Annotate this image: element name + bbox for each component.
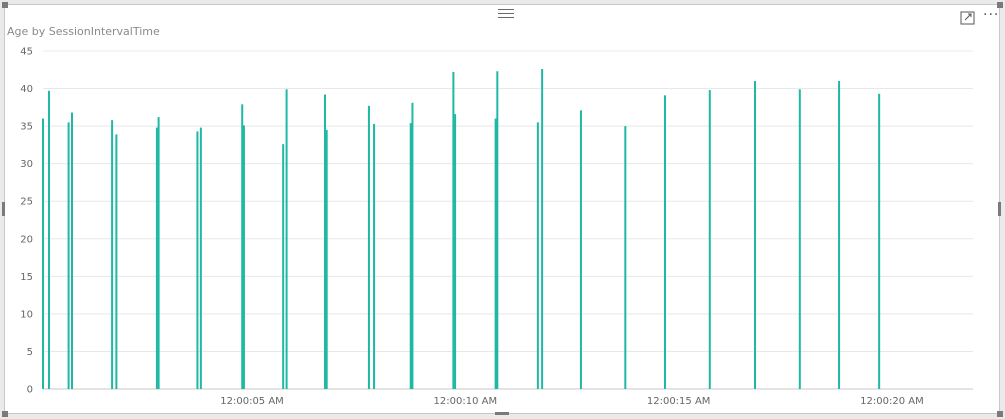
y-tick-label: 25 <box>20 197 33 208</box>
y-tick-label: 45 <box>20 47 33 58</box>
bar[interactable] <box>323 94 326 389</box>
bar[interactable] <box>115 134 118 389</box>
x-tick-label: 12:00:15 AM <box>647 396 711 407</box>
y-tick-label: 0 <box>27 385 33 396</box>
bar[interactable] <box>373 123 376 390</box>
bar[interactable] <box>624 126 627 390</box>
bar[interactable] <box>155 127 158 390</box>
bar[interactable] <box>411 102 414 389</box>
bar[interactable] <box>196 131 199 389</box>
resize-handle-bottom[interactable] <box>495 412 509 415</box>
bars <box>42 69 881 390</box>
drag-handle-icon[interactable] <box>498 9 514 19</box>
x-tick-label: 12:00:20 AM <box>860 396 924 407</box>
bar[interactable] <box>409 123 412 390</box>
resize-handle-top-right[interactable] <box>997 2 1003 8</box>
bar[interactable] <box>241 104 244 389</box>
bar[interactable] <box>452 72 455 389</box>
y-tick-label: 15 <box>20 272 33 283</box>
chart: Age by SessionIntervalTime 0 5 10 15 20 25 30 3… <box>7 25 973 407</box>
bar[interactable] <box>367 105 370 389</box>
bar[interactable] <box>754 81 756 389</box>
bar[interactable] <box>325 129 328 389</box>
resize-handle-right[interactable] <box>998 202 1001 216</box>
more-options-icon[interactable]: ··· <box>983 7 1000 23</box>
y-tick-label: 10 <box>20 309 33 320</box>
bar[interactable] <box>199 127 202 390</box>
x-tick-label: 12:00:05 AM <box>220 396 284 407</box>
focus-mode-icon-graphic <box>960 11 975 25</box>
bar[interactable] <box>878 93 881 389</box>
resize-handle-left[interactable] <box>2 202 5 216</box>
y-axis: 0 5 10 15 20 25 30 35 40 45 <box>20 47 33 396</box>
y-tick-label: 5 <box>27 347 33 358</box>
y-tick-label: 30 <box>20 159 33 170</box>
bar[interactable] <box>708 90 711 389</box>
drag-handle-line <box>498 17 514 18</box>
bar[interactable] <box>541 69 544 389</box>
resize-handle-bottom-right[interactable] <box>997 411 1003 417</box>
y-tick-label: 40 <box>20 84 33 95</box>
bar[interactable] <box>285 89 288 389</box>
bar[interactable] <box>42 118 44 389</box>
x-axis: 12:00:05 AM 12:00:10 AM 12:00:15 AM 12:00:2… <box>220 396 923 407</box>
chart-title: Age by SessionIntervalTime <box>7 25 160 38</box>
drag-handle-line <box>498 13 514 14</box>
bar[interactable] <box>47 90 50 389</box>
bar[interactable] <box>71 112 74 389</box>
y-tick-label: 35 <box>20 122 33 133</box>
bar[interactable] <box>536 122 539 390</box>
x-tick-label: 12:00:10 AM <box>434 396 498 407</box>
bar[interactable] <box>496 71 499 389</box>
y-tick-label: 20 <box>20 234 33 245</box>
focus-mode-icon[interactable] <box>960 10 976 25</box>
bar[interactable] <box>157 117 160 389</box>
bar[interactable] <box>111 120 114 389</box>
drag-handle-line <box>498 9 514 10</box>
bar[interactable] <box>67 122 70 390</box>
bar[interactable] <box>579 110 582 389</box>
bar[interactable] <box>454 114 457 389</box>
bar[interactable] <box>838 81 841 389</box>
chart-visual-container[interactable]: ··· Age by SessionIntervalTime 0 5 10 15 20 2… <box>4 4 1000 414</box>
bar[interactable] <box>494 118 497 389</box>
bar[interactable] <box>242 125 245 390</box>
gridlines <box>43 50 973 390</box>
bar[interactable] <box>282 144 285 389</box>
bar[interactable] <box>663 95 666 389</box>
resize-handle-bottom-left[interactable] <box>2 411 8 417</box>
bar[interactable] <box>798 89 801 389</box>
resize-handle-top-left[interactable] <box>2 2 8 8</box>
